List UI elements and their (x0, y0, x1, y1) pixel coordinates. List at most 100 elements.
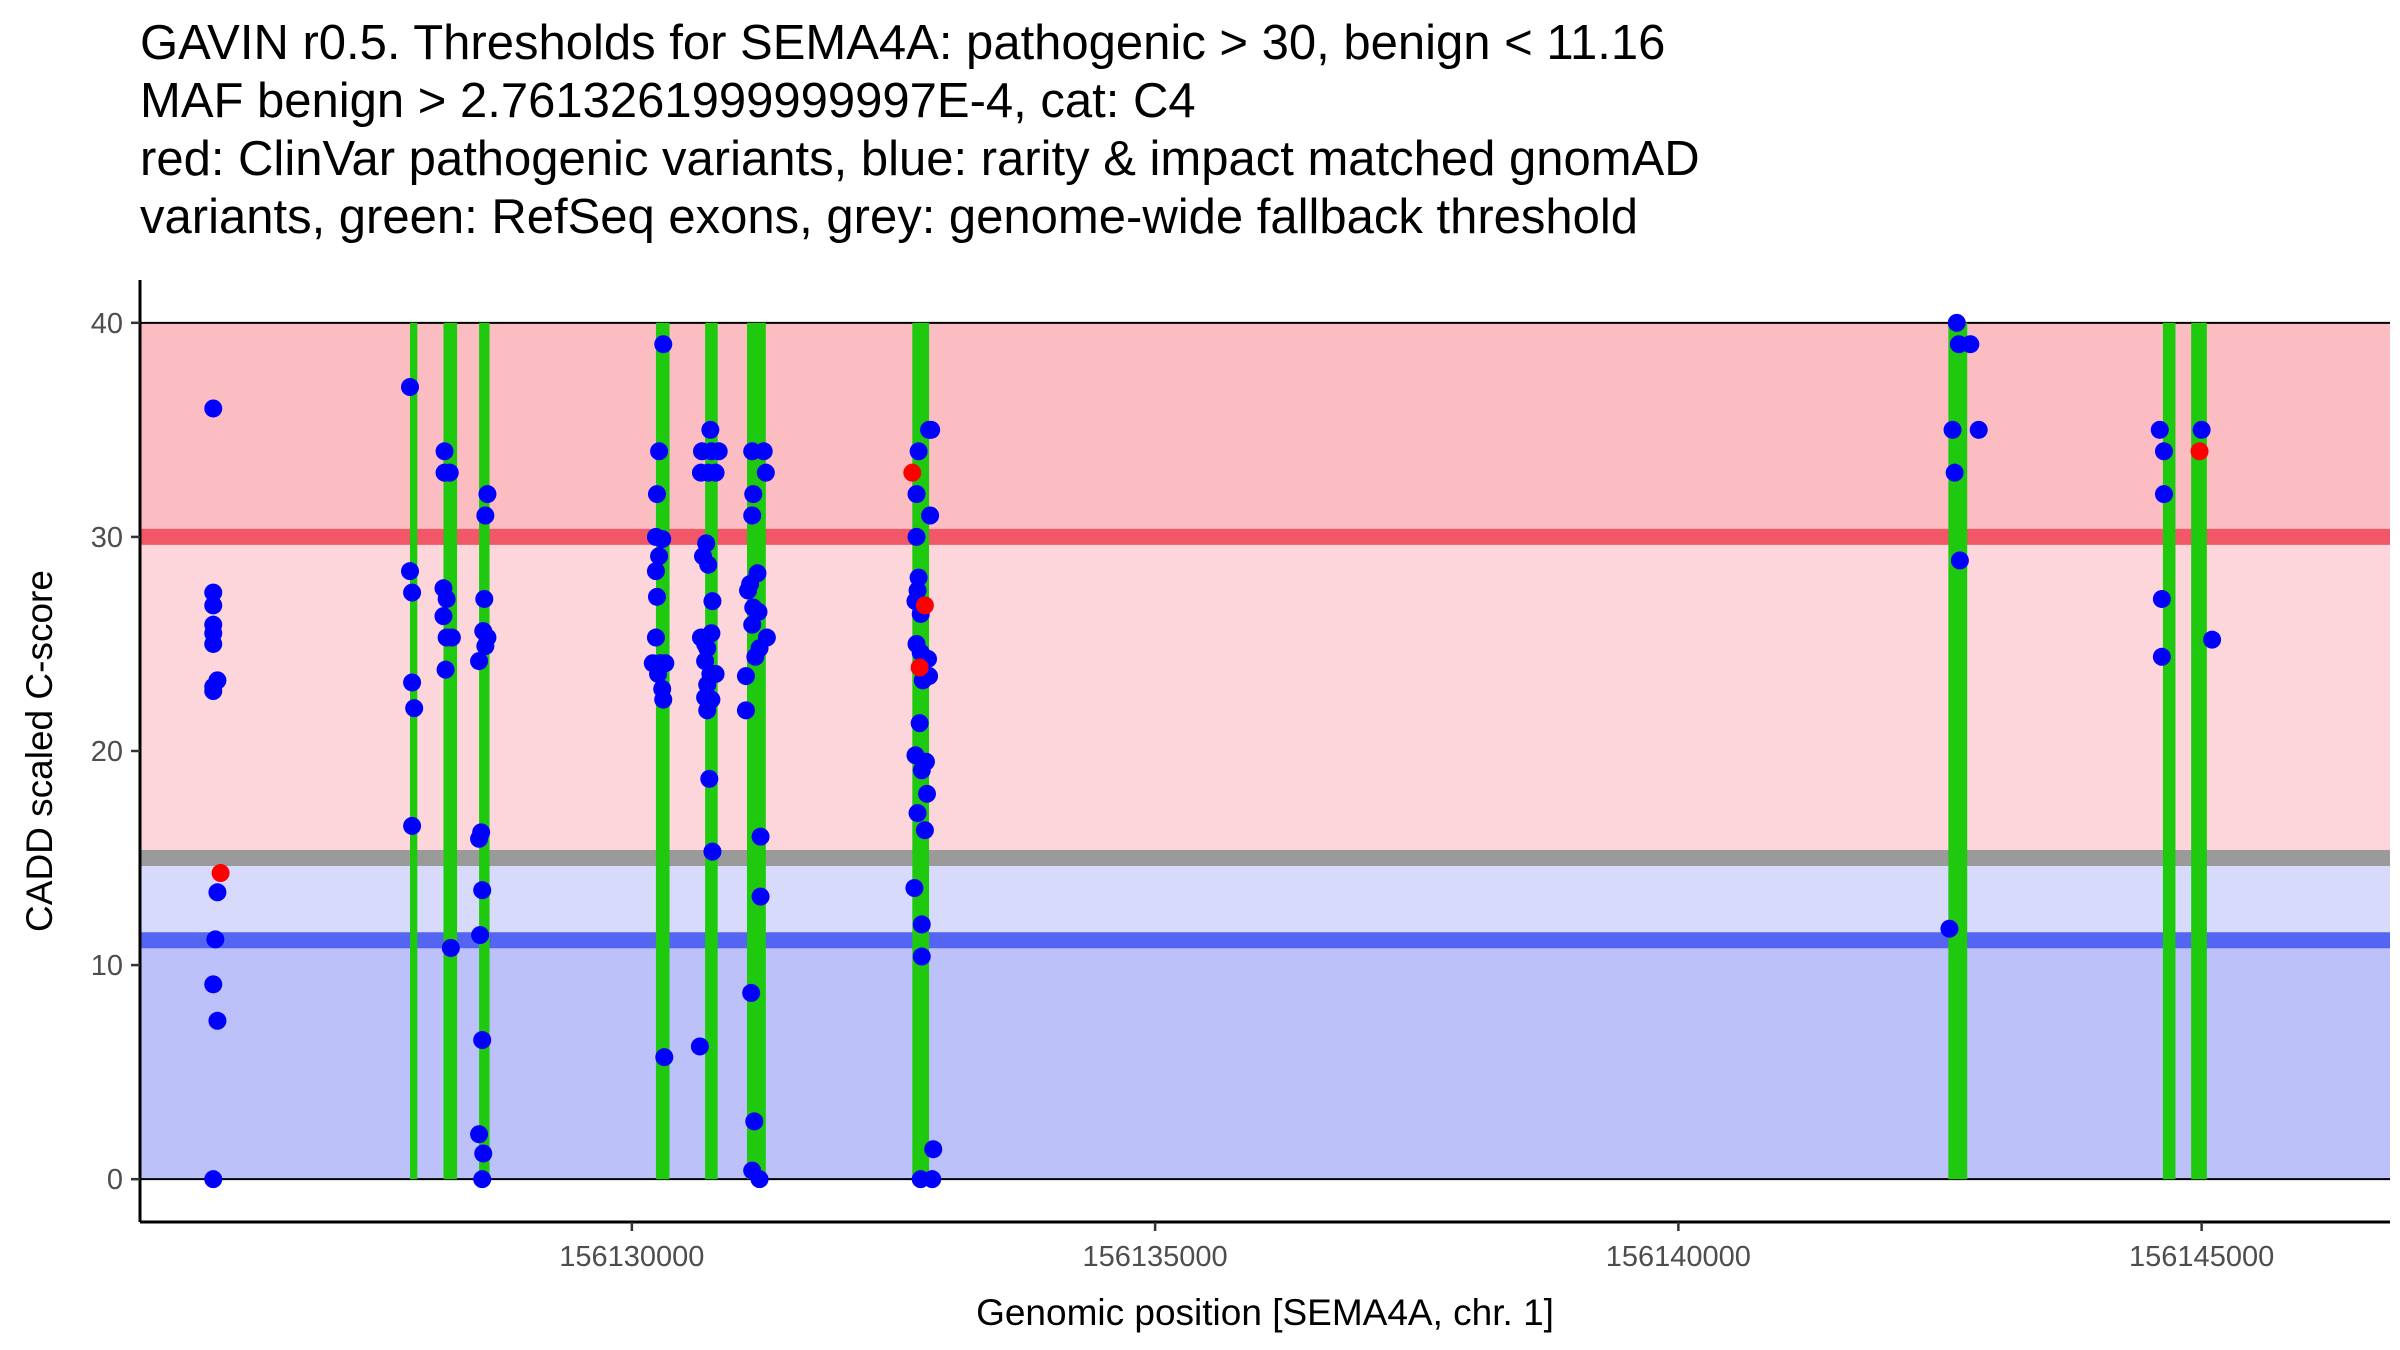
gnomad-variant-point (1947, 313, 1966, 332)
gnomad-variant-point (908, 804, 927, 823)
gnomad-variant-point (907, 527, 926, 546)
gnomad-variant-point (476, 637, 495, 656)
chart-title: GAVIN r0.5. Thresholds for SEMA4A: patho… (140, 14, 2380, 246)
gnomad-variant-point (1969, 420, 1988, 439)
gnomad-variant-point (647, 587, 666, 606)
gnomad-variant-point (204, 1170, 223, 1189)
title-line-4: variants, green: RefSeq exons, grey: gen… (140, 190, 1639, 244)
x-tick-label: 156145000 (2129, 1241, 2274, 1273)
gnomad-variant-point (206, 930, 225, 949)
gnomad-variant-point (435, 442, 454, 461)
gnomad-variant-point (204, 975, 223, 994)
gnomad-variant-point (912, 761, 931, 780)
y-ticks: 0 10 20 30 40 (91, 308, 140, 1196)
gnomad-variant-point (736, 667, 755, 686)
gnomad-variant-point (403, 673, 422, 692)
y-tick-label: 30 (91, 522, 123, 554)
exon-3 (479, 322, 490, 1180)
gnomad-variant-point (2152, 589, 2171, 608)
gnomad-variant-point (921, 506, 940, 525)
x-ticks: 156130000 156135000 156140000 156145000 (559, 1222, 2274, 1273)
exon-6 (746, 322, 766, 1180)
gnomad-variant-point (703, 592, 722, 611)
gnomad-variant-point (917, 784, 936, 803)
gnomad-variant-point (912, 947, 931, 966)
gnomad-variant-point (437, 589, 456, 608)
gnomad-variant-point (440, 463, 459, 482)
gnomad-variant-point (742, 983, 761, 1002)
gnomad-variant-point (204, 634, 223, 653)
gnomad-variant-point (706, 463, 725, 482)
gnomad-variant-point (912, 915, 931, 934)
gnomad-variant-point (736, 701, 755, 720)
gnomad-variant-point (923, 1170, 942, 1189)
gnomad-variant-point (654, 690, 673, 709)
clinvar-variant-point (211, 864, 230, 883)
point-layer (204, 313, 2222, 1189)
gnomad-variant-point (2154, 485, 2173, 504)
gnomad-variant-point (401, 378, 419, 397)
gnomad-variant-point (208, 671, 227, 690)
gnomad-variant-point (1961, 335, 1980, 354)
gnomad-variant-point (2203, 630, 2222, 649)
gnomad-variant-point (907, 485, 926, 504)
gnomad-variant-point (922, 420, 941, 439)
gnomad-variant-point (751, 887, 770, 906)
gnomad-variant-point (436, 660, 455, 679)
gnomad-variant-point (649, 664, 668, 683)
gnomad-variant-point (204, 596, 223, 615)
gnomad-variant-point (2192, 420, 2211, 439)
gnomad-variant-point (2150, 420, 2169, 439)
gnomad-variant-point (204, 583, 223, 602)
gnomad-variant-point (2152, 647, 2171, 666)
intermediate-region (140, 536, 2390, 859)
gnomad-variant-point (1945, 463, 1964, 482)
gnomad-variant-point (709, 442, 728, 461)
gnomad-variant-point (471, 926, 490, 945)
exon-9 (2162, 322, 2176, 1180)
gnomad-variant-point (910, 714, 929, 733)
gnomad-variant-point (470, 1125, 489, 1144)
gnomad-variant-point (754, 442, 773, 461)
clinvar-variant-point (915, 596, 934, 615)
gnomad-variant-point (703, 842, 722, 861)
gnomad-variant-point (470, 652, 489, 671)
clinvar-variant-point (910, 658, 929, 677)
gnomad-variant-point (743, 506, 762, 525)
clinvar-variant-point (903, 463, 922, 482)
title-line-2: MAF benign > 2.7613261999999997E-4, cat:… (140, 74, 1196, 128)
gnomad-variant-point (699, 555, 718, 574)
gnomad-variant-point (1940, 919, 1959, 938)
gnomad-variant-point (744, 485, 763, 504)
gnomad-variant-point (474, 1144, 493, 1163)
threshold-lines (140, 321, 2390, 1181)
x-axis-title: Genomic position [SEMA4A, chr. 1] (976, 1292, 1554, 1333)
gnomad-variant-point (655, 1048, 674, 1067)
gnomad-variant-point (473, 1170, 492, 1189)
gnomad-variant-point (924, 1140, 943, 1159)
gnomad-variant-point (1943, 420, 1962, 439)
exon-10 (2191, 322, 2207, 1180)
x-tick-label: 156140000 (1606, 1241, 1751, 1273)
gnomad-variant-point (646, 628, 665, 647)
gnomad-variant-point (2154, 442, 2173, 461)
gnomad-variant-point (403, 583, 422, 602)
gnomad-variant-point (909, 442, 928, 461)
benign-region (140, 940, 2390, 1180)
gnomad-variant-point (701, 420, 720, 439)
gnomad-variant-point (470, 829, 489, 848)
exon-2 (443, 322, 458, 1180)
gnomad-variant-point (653, 530, 672, 549)
below-fallback-region (140, 858, 2390, 941)
gnomad-variant-point (476, 506, 495, 525)
title-line-3: red: ClinVar pathogenic variants, blue: … (140, 132, 1700, 186)
exon-1 (410, 322, 418, 1180)
gnomad-variant-point (905, 879, 924, 898)
gnomad-variant-point (650, 442, 669, 461)
gnomad-variant-point (403, 816, 422, 835)
gnomad-variant-point (208, 883, 227, 902)
gnomad-variant-point (473, 881, 492, 900)
title-line-1: GAVIN r0.5. Thresholds for SEMA4A: patho… (140, 16, 1666, 70)
